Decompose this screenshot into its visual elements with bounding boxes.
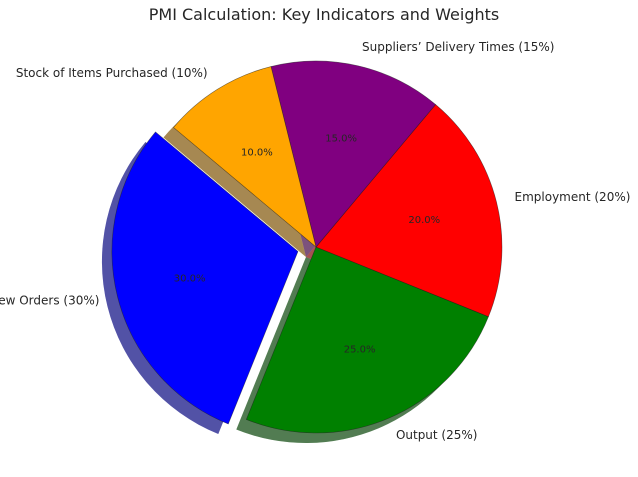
slice-label-suppliers-delivery-times: Suppliers’ Delivery Times (15%) xyxy=(362,40,554,54)
slice-percent-employment: 20.0% xyxy=(408,215,440,226)
label-layer: New Orders (30%) 30.0% Output (25%) 25.0% Em… xyxy=(0,40,630,442)
pie-slice-output xyxy=(245,246,489,434)
pie-slice-employment xyxy=(315,104,503,318)
slice-layer xyxy=(111,60,503,434)
slice-label-output: Output (25%) xyxy=(396,428,478,442)
slice-percent-new-orders: 30.0% xyxy=(174,273,206,284)
pie-slice-suppliers-delivery-times xyxy=(270,60,436,248)
slice-percent-stock-of-items-purchased: 10.0% xyxy=(241,147,273,158)
slice-label-stock-of-items-purchased: Stock of Items Purchased (10%) xyxy=(16,66,208,80)
slice-label-new-orders: New Orders (30%) xyxy=(0,293,99,307)
slice-label-employment: Employment (20%) xyxy=(515,190,631,204)
slice-percent-output: 25.0% xyxy=(344,345,376,356)
slice-percent-suppliers-delivery-times: 15.0% xyxy=(325,133,357,144)
chart-title: PMI Calculation: Key Indicators and Weig… xyxy=(149,5,499,24)
pie-slice-new-orders xyxy=(111,131,299,425)
pie-slice-stock-of-items-purchased xyxy=(173,66,317,248)
